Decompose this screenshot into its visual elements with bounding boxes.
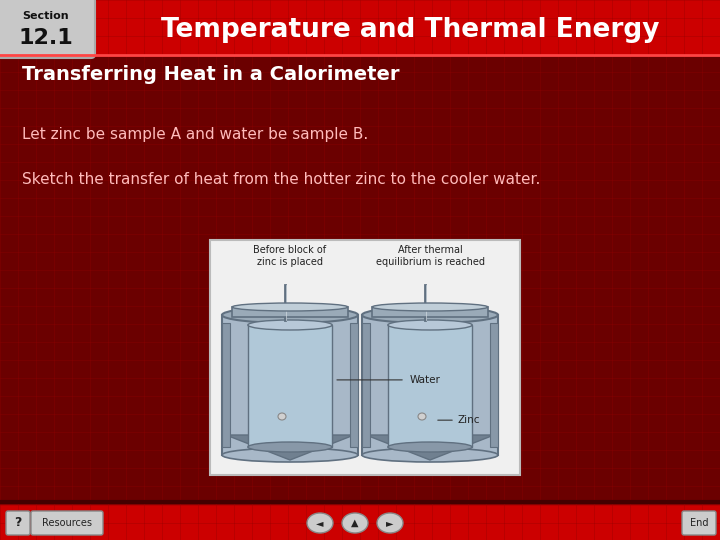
Text: Transferring Heat in a Calorimeter: Transferring Heat in a Calorimeter: [22, 65, 400, 84]
Bar: [0, 505, 720, 540]
Text: ▲: ▲: [351, 518, 359, 528]
Ellipse shape: [307, 513, 333, 533]
Bar: [222, 315, 358, 455]
Text: After thermal: After thermal: [397, 245, 462, 255]
Ellipse shape: [362, 448, 498, 462]
Ellipse shape: [278, 413, 286, 420]
Text: Sketch the transfer of heat from the hotter zinc to the cooler water.: Sketch the transfer of heat from the hot…: [22, 172, 541, 187]
Ellipse shape: [248, 320, 332, 330]
Ellipse shape: [248, 442, 332, 452]
Ellipse shape: [232, 303, 348, 311]
Ellipse shape: [222, 448, 358, 462]
Bar: [0, 0, 720, 55]
Bar: [490, 323, 498, 447]
Text: Water: Water: [410, 375, 441, 385]
Ellipse shape: [362, 307, 498, 323]
Ellipse shape: [222, 307, 358, 323]
Text: equilibrium is reached: equilibrium is reached: [376, 257, 485, 267]
Text: ◄: ◄: [316, 518, 324, 528]
Text: zinc is placed: zinc is placed: [257, 257, 323, 267]
Ellipse shape: [388, 320, 472, 330]
FancyBboxPatch shape: [6, 511, 30, 535]
Text: Resources: Resources: [42, 518, 92, 528]
Text: Zinc: Zinc: [458, 415, 480, 425]
Ellipse shape: [372, 303, 488, 311]
Text: End: End: [690, 518, 708, 528]
Text: Section: Section: [23, 11, 69, 21]
Bar: [210, 240, 520, 475]
FancyBboxPatch shape: [682, 511, 716, 535]
Ellipse shape: [342, 513, 368, 533]
Text: 12.1: 12.1: [19, 28, 73, 48]
Bar: [372, 307, 488, 317]
Bar: [248, 325, 332, 447]
Ellipse shape: [377, 513, 403, 533]
Polygon shape: [366, 435, 494, 460]
Polygon shape: [226, 435, 354, 460]
Text: ?: ?: [14, 516, 22, 530]
Text: ►: ►: [386, 518, 394, 528]
Text: Let zinc be sample A and water be sample B.: Let zinc be sample A and water be sample…: [22, 127, 368, 143]
Bar: [222, 323, 230, 447]
Text: Temperature and Thermal Energy: Temperature and Thermal Energy: [161, 17, 660, 43]
Bar: [350, 323, 358, 447]
Text: Before block of: Before block of: [253, 245, 327, 255]
Bar: [388, 325, 472, 447]
Bar: [232, 307, 348, 317]
FancyBboxPatch shape: [0, 0, 95, 58]
FancyBboxPatch shape: [31, 511, 103, 535]
Bar: [362, 323, 370, 447]
Ellipse shape: [418, 413, 426, 420]
Bar: [362, 315, 498, 455]
Ellipse shape: [388, 442, 472, 452]
